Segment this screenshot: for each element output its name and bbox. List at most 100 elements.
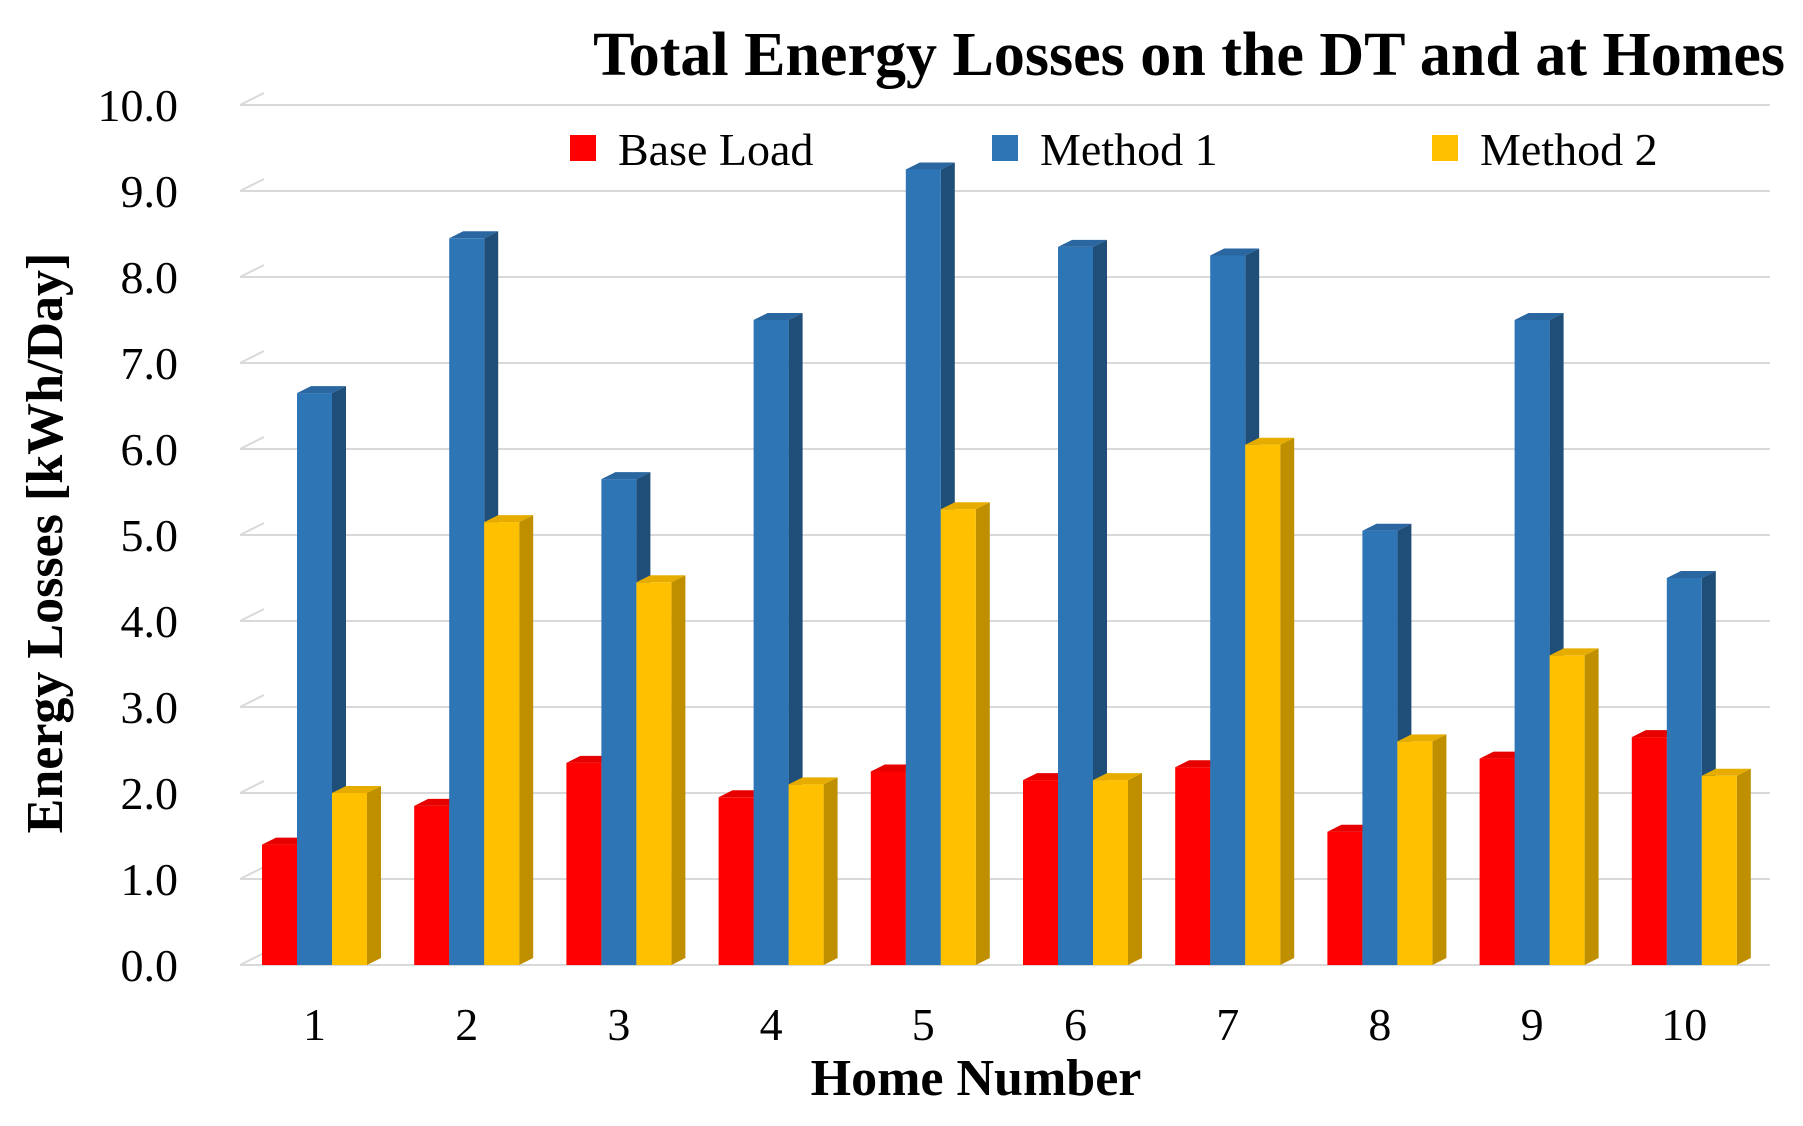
x-tick-label: 2 [455,999,478,1050]
bar-top [1666,571,1716,578]
bar-side [1736,768,1751,965]
bar-group [1514,313,1564,965]
x-tick-label: 7 [1216,999,1239,1050]
legend-swatch-method-1 [992,135,1018,161]
legend-label: Method 1 [1040,124,1218,175]
gridline-depth-0 [239,952,265,966]
bar-method-1 [449,238,485,966]
bar-side [1432,734,1447,965]
bar-method-2 [1549,655,1585,965]
bar-top [753,313,803,320]
bar-top [449,231,499,239]
bar-group [788,777,838,965]
bar-group [1549,648,1599,965]
bar-method-2 [1245,444,1281,965]
bar-group [484,515,534,965]
bar-top [1362,523,1412,531]
bar-group [1701,768,1751,965]
bar-method-1 [601,479,637,965]
bar-side [1128,773,1142,965]
x-tick-label: 10 [1661,999,1707,1050]
gridline-depth-2 [239,780,265,794]
gridline-depth-8 [239,264,265,278]
bar-group [940,502,990,965]
bar-side [975,502,990,965]
bar-side [519,515,534,965]
gridline-depth-3 [239,694,265,708]
bar-top [1397,734,1447,742]
chart-title: Total Energy Losses on the DT and at Hom… [593,21,1785,89]
y-tick-label: 9.0 [121,166,179,217]
bars [262,162,1751,966]
bar-method-1 [1058,246,1093,965]
legend-swatch-base-load [570,135,596,161]
bar-top [1245,437,1295,445]
bar-top [1549,648,1599,656]
bar-top [940,502,990,510]
bar-method-1 [1514,320,1550,965]
bar-top [297,386,346,394]
bar-group [1245,437,1295,965]
bar-group [636,575,686,965]
bar-top [484,515,534,523]
bar-top [332,786,381,793]
bar-side [367,786,381,965]
y-tick-label: 4.0 [121,596,179,647]
x-tick-label: 8 [1368,999,1391,1050]
bar-method-1 [1666,578,1702,965]
legend-label: Method 2 [1480,124,1658,175]
bar-top [601,472,651,480]
x-axis-label: Home Number [811,1050,1142,1107]
y-axis-label: Energy Losses [kWh/Day] [17,253,74,834]
bar-method-2 [1701,775,1737,965]
bar-group [332,786,381,965]
legend: Base Load Method 1 Method 2 [570,124,1658,175]
bar-method-2 [332,793,367,965]
x-tick-label: 4 [760,999,783,1050]
gridline-depth-4 [239,608,265,622]
bar-top [1058,239,1107,247]
gridline-depth-7 [239,350,265,364]
bar-method-1 [753,320,789,965]
legend-swatch-method-2 [1432,135,1458,161]
legend-label: Base Load [618,124,813,175]
bar-top [788,777,838,785]
y-tick-label: 8.0 [121,252,179,303]
bar-base-load [566,762,602,965]
y-tick-label: 3.0 [121,682,179,733]
bar-base-load [1023,780,1058,965]
bar-method-2 [940,509,976,965]
bar-base-load [718,797,754,965]
x-tick-label: 1 [303,999,326,1050]
gridline-depth-6 [239,436,265,450]
y-tick-label: 0.0 [121,940,179,991]
bar-base-load [414,805,450,965]
bar-top [1514,313,1564,320]
gridline-depth-1 [239,866,265,880]
y-tick-label: 1.0 [121,854,179,905]
bar-side [1280,437,1295,965]
y-tick-label: 6.0 [121,424,179,475]
y-axis-ticks: 0.0 1.0 2.0 3.0 4.0 5.0 6.0 7.0 8.0 9.0 10.0 [98,80,179,991]
bar-method-2 [788,784,824,965]
bar-method-2 [636,582,672,965]
x-tick-label: 5 [912,999,935,1050]
bar-top [1210,248,1260,256]
x-axis-ticks: 1 2 3 4 5 6 7 8 9 10 [303,999,1707,1050]
y-tick-label: 10.0 [98,80,179,131]
bar-group [1093,773,1142,965]
gridline-depth-10 [239,92,265,106]
x-tick-label: 3 [607,999,630,1050]
bar-base-load [1631,737,1667,965]
bar-side [671,575,686,965]
bar-top [1093,773,1142,781]
bar-method-1 [297,393,332,966]
y-tick-label: 2.0 [121,768,179,819]
bar-top [636,575,686,583]
bar-group [1397,734,1447,965]
bar-base-load [1479,758,1515,965]
bar-base-load [262,844,297,965]
gridline-depth-5 [239,522,265,536]
